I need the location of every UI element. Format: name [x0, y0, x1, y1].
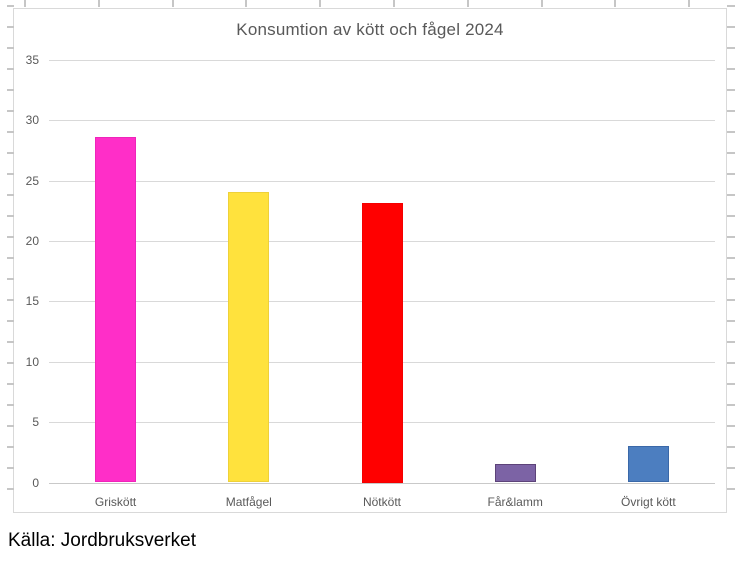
sheet-row-tick — [727, 173, 735, 175]
x-axis-category-label: Nötkött — [362, 495, 401, 509]
sheet-column-tick — [171, 0, 174, 7]
x-axis-category-label: Griskött — [94, 495, 137, 509]
sheet-row-tick — [727, 320, 735, 322]
sheet-row-tick — [727, 341, 735, 343]
sheet-row-tick — [7, 320, 14, 322]
sheet-row-tick — [727, 362, 735, 364]
gridline — [49, 60, 715, 61]
sheet-row-tick — [7, 152, 14, 154]
y-axis-tick-label: 15 — [25, 294, 39, 309]
sheet-row-tick — [727, 194, 735, 196]
x-axis-category-label: Övrigt kött — [621, 495, 676, 509]
sheet-row-tick — [727, 131, 735, 133]
sheet-row-tick — [727, 89, 735, 91]
sheet-column-tick — [540, 0, 543, 7]
sheet-row-tick — [7, 173, 14, 175]
bar-ovrigt-kott — [627, 446, 669, 483]
sheet-row-tick — [7, 47, 14, 49]
sheet-column-tick — [245, 0, 248, 7]
chart-title: Konsumtion av kött och fågel 2024 — [236, 20, 504, 39]
bar-matfagel — [228, 191, 270, 483]
y-axis-tick-label: 20 — [25, 234, 39, 249]
bar-far-lamm — [494, 464, 536, 483]
sheet-row-tick — [727, 68, 735, 70]
sheet-column-tick — [393, 0, 395, 7]
sheet-row-tick — [7, 341, 14, 343]
y-axis-tick-label: 10 — [25, 354, 39, 369]
sheet-row-tick — [727, 299, 735, 301]
sheet-row-tick — [727, 110, 735, 112]
sheet-row-tick — [7, 467, 14, 469]
sheet-row-tick — [7, 362, 14, 364]
sheet-row-tick — [7, 5, 14, 7]
sheet-row-tick — [727, 383, 735, 385]
sheet-row-tick — [7, 278, 14, 280]
sheet-row-tick — [727, 425, 735, 427]
sheet-row-tick — [7, 110, 14, 112]
sheet-row-tick — [727, 257, 735, 259]
sheet-row-tick — [727, 215, 735, 217]
sheet-row-tick — [727, 404, 735, 406]
sheet-row-tick — [7, 236, 14, 238]
sheet-column-tick — [319, 0, 322, 7]
sheet-row-tick — [727, 467, 735, 469]
sheet-column-tick — [614, 0, 617, 7]
sheet-row-tick — [7, 404, 14, 406]
sheet-row-tick — [7, 257, 14, 259]
gridline — [49, 180, 715, 182]
sheet-row-tick — [727, 446, 735, 448]
sheet-row-tick — [7, 26, 14, 28]
sheet-row-tick — [7, 488, 14, 490]
gridline — [49, 482, 715, 484]
sheet-row-tick — [7, 425, 14, 427]
sheet-column-tick — [24, 0, 26, 7]
sheet-row-tick — [7, 383, 14, 385]
bar-notkott — [361, 202, 403, 483]
x-axis-category-label: Får&lamm — [487, 495, 543, 509]
y-axis-tick-label: 25 — [25, 173, 39, 188]
source-caption: Källa: Jordbruksverket — [8, 530, 196, 551]
bar-griskott — [95, 137, 137, 483]
sheet-row-tick — [727, 278, 735, 280]
sheet-row-tick — [7, 68, 14, 70]
chart-object: Konsumtion av kött och fågel 2024 0 5 10 15… — [13, 8, 727, 513]
sheet-row-tick — [7, 446, 14, 448]
sheet-row-tick — [727, 488, 735, 490]
sheet-row-tick — [7, 194, 14, 196]
sheet-column-tick — [688, 0, 691, 7]
sheet-row-tick — [7, 215, 14, 217]
y-axis-tick-label: 0 — [32, 475, 39, 490]
y-axis-tick-label: 5 — [32, 415, 39, 430]
sheet-column-tick — [97, 0, 100, 7]
sheet-row-tick — [727, 26, 735, 28]
sheet-row-tick — [727, 5, 735, 7]
sheet-row-tick — [727, 152, 735, 154]
y-axis-tick-label: 30 — [25, 113, 39, 128]
sheet-row-tick — [727, 47, 735, 49]
sheet-row-tick — [7, 131, 14, 133]
sheet-row-tick — [7, 299, 14, 301]
sheet-row-tick — [727, 236, 735, 238]
sheet-column-tick — [466, 0, 469, 7]
gridline — [49, 120, 715, 122]
x-axis-category-label: Matfågel — [225, 495, 272, 509]
y-axis-tick-label: 35 — [25, 53, 39, 67]
sheet-row-tick — [7, 89, 14, 91]
